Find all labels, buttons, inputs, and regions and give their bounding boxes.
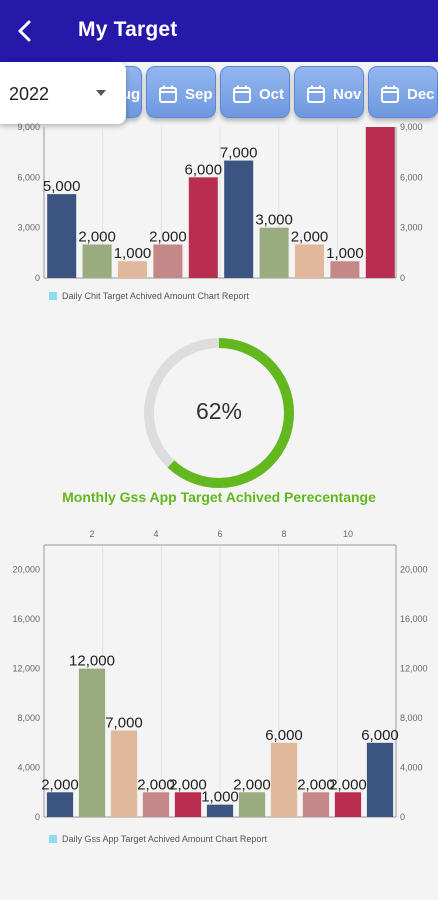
x-tick-label: 6 (217, 529, 222, 539)
back-arrow-icon[interactable] (14, 18, 36, 44)
bar (188, 177, 218, 278)
daily-gss-app-target-bar-chart: 0 0 4,000 4,000 8,000 8,000 12,000 12,000 16,000… (12, 529, 428, 844)
x-tick-label: 4 (153, 529, 158, 539)
bar-value-label: 6,000 (361, 727, 399, 744)
month-button-oct[interactable]: Oct (220, 66, 290, 118)
bar (153, 244, 183, 278)
bar (334, 792, 362, 817)
calendar-icon (233, 85, 251, 103)
bar-value-label: 2,000 (291, 228, 329, 245)
month-label: Dec (407, 86, 435, 103)
bar-value-label: 12,000 (69, 653, 115, 670)
y-tick-label: 20,000 (12, 565, 40, 575)
bar (238, 792, 266, 817)
x-tick-label: 2 (89, 529, 94, 539)
gauge-caption: Monthly Gss App Target Achived Perecenta… (62, 489, 376, 505)
monthly-target-gauge (144, 338, 294, 488)
y-tick-label: 3,000 (17, 223, 40, 233)
bar-value-label: 2,000 (169, 776, 207, 793)
month-button-sep[interactable]: Sep (146, 66, 216, 118)
bar-value-label: 3,000 (255, 212, 293, 229)
calendar-icon (381, 85, 399, 103)
bar-value-label: 2,000 (149, 228, 187, 245)
legend-label: Daily Gss App Target Achived Amount Char… (62, 834, 267, 844)
bar (330, 261, 360, 278)
y-tick-label-right: 12,000 (400, 664, 428, 674)
year-dropdown[interactable]: 2022 (0, 62, 126, 124)
y-tick-label: 0 (35, 812, 40, 822)
bar-value-label: 2,000 (41, 776, 79, 793)
month-label: Sep (185, 86, 213, 103)
chevron-down-icon (96, 90, 106, 96)
bar-value-label: 1,000 (326, 245, 364, 262)
bar (142, 792, 170, 817)
bar (46, 792, 74, 817)
bar-value-label: 1,000 (114, 245, 152, 262)
bar (174, 792, 202, 817)
y-tick-label: 16,000 (12, 614, 40, 624)
bar (82, 244, 112, 278)
bar (302, 792, 330, 817)
month-button-dec[interactable]: Dec (368, 66, 438, 118)
year-value: 2022 (9, 84, 50, 104)
y-tick-label: 12,000 (12, 664, 40, 674)
bar (206, 804, 234, 817)
bar-value-label: 5,000 (43, 178, 81, 195)
y-tick-label: 0 (35, 273, 40, 283)
gauge-percentage: 62% (195, 398, 243, 424)
month-label: Oct (259, 86, 285, 103)
bar-value-label: 7,000 (220, 145, 258, 162)
bar-value-label: 2,000 (233, 776, 271, 793)
y-tick-label-right: 4,000 (400, 763, 423, 773)
y-tick-label-right: 3,000 (400, 223, 423, 233)
y-tick-label-right: 9,000 (400, 122, 423, 132)
bar (47, 194, 77, 278)
bar-value-label: 6,000 (265, 727, 303, 744)
legend-swatch (49, 292, 57, 300)
month-button-nov[interactable]: Nov (294, 66, 364, 118)
bar (294, 244, 325, 278)
bar-value-label: 1,000 (201, 789, 239, 806)
bar (366, 742, 394, 817)
daily-chit-target-bar-chart: 0 0 3,000 3,000 6,000 6,000 9,000 9,000 5,000 2,0… (17, 122, 423, 301)
y-tick-label-right: 6,000 (400, 172, 423, 182)
legend-label: Daily Chit Target Achived Amount Chart R… (62, 291, 249, 301)
calendar-icon (307, 85, 325, 103)
bar-value-label: 2,000 (137, 776, 175, 793)
bar (259, 227, 289, 278)
bar-value-label: 2,000 (329, 776, 367, 793)
bar-value-label: 2,000 (297, 776, 335, 793)
bar (224, 160, 254, 278)
y-tick-label-right: 0 (400, 273, 405, 283)
y-tick-label-right: 20,000 (400, 565, 428, 575)
y-tick-label-right: 0 (400, 812, 405, 822)
gauge-progress-arc (144, 338, 294, 488)
bar (117, 261, 148, 278)
x-tick-label: 10 (343, 529, 353, 539)
y-tick-label-right: 8,000 (400, 713, 423, 723)
x-tick-label: 8 (281, 529, 286, 539)
y-tick-label: 8,000 (17, 713, 40, 723)
y-tick-label: 4,000 (17, 763, 40, 773)
bar (110, 730, 138, 817)
bar (270, 742, 298, 817)
month-label: Nov (333, 86, 362, 103)
bar (365, 127, 395, 278)
bar-value-label: 2,000 (78, 228, 116, 245)
y-tick-label: 6,000 (17, 172, 40, 182)
app-bar: My Target (0, 0, 438, 62)
month-button-strip: Aug Sep Oct Nov Dec (0, 64, 438, 122)
y-tick-label-right: 16,000 (400, 614, 428, 624)
bar (78, 668, 106, 817)
bar-value-label: 7,000 (105, 714, 143, 731)
legend-swatch (49, 835, 57, 843)
bar-value-label: 6,000 (185, 161, 223, 178)
y-tick-label: 9,000 (17, 122, 40, 132)
calendar-icon (159, 85, 177, 103)
page-title: My Target (78, 18, 178, 41)
